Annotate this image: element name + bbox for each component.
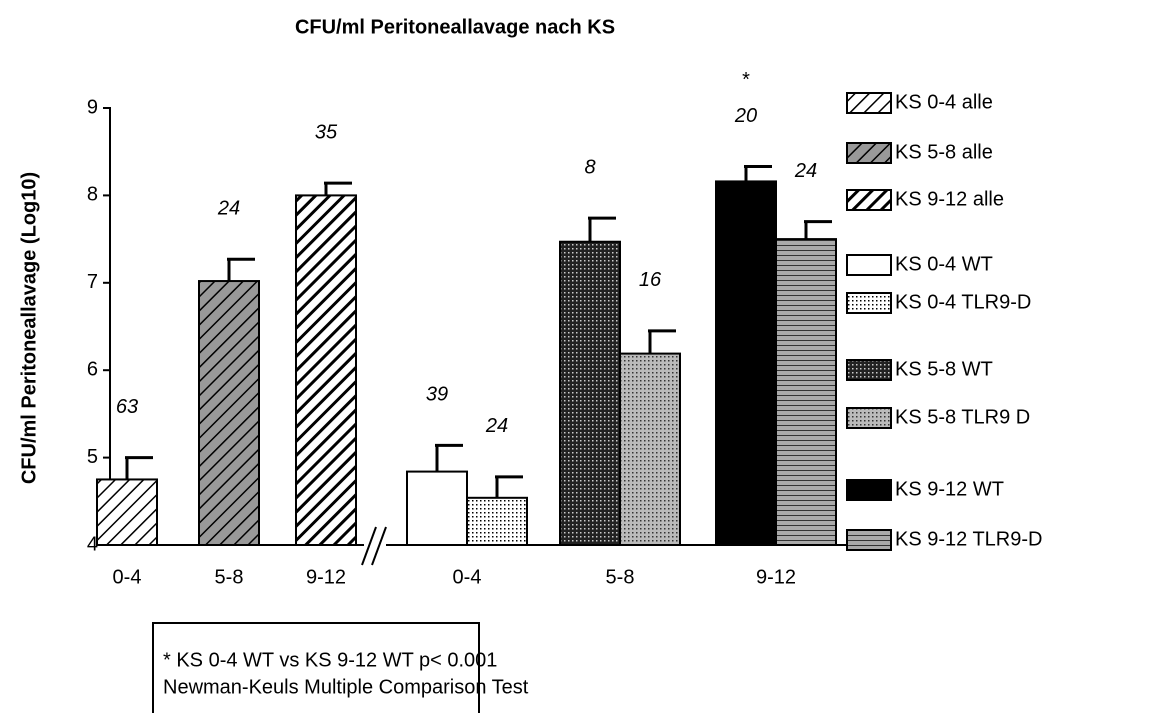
legend-swatch [846,407,892,429]
count-label: 39 [426,384,448,406]
count-label: 24 [217,197,240,219]
bar [466,496,528,546]
y-tick-label: 7 [87,271,98,293]
count-label: 20 [734,105,757,127]
y-tick-label: 5 [87,446,98,468]
y-tick-label: 9 [87,96,98,118]
legend-label: KS 9-12 alle [895,188,1004,210]
bar [406,470,468,547]
bar [715,180,777,547]
count-label: 35 [315,121,338,143]
bar [559,240,621,547]
legend-swatch [846,92,892,114]
y-tick-label: 6 [87,358,98,380]
legend-label: KS 5-8 TLR9 D [895,406,1030,428]
bar [295,194,357,546]
note-line: * KS 0-4 WT vs KS 9-12 WT p< 0.001 [163,649,497,671]
legend-swatch [846,254,892,276]
y-axis-title: CFU/ml Peritoneallavage (Log10) [18,172,40,484]
legend-label: KS 0-4 WT [895,253,993,275]
axis-break [371,526,387,566]
note-box [152,622,480,713]
bar [775,238,837,546]
significance-marker: * [742,69,750,91]
x-tick-label: 9-12 [306,566,346,588]
legend-label: KS 0-4 alle [895,91,993,113]
x-tick-label: 0-4 [113,566,142,588]
legend-label: KS 0-4 TLR9-D [895,291,1031,313]
legend-label: KS 9-12 TLR9-D [895,528,1042,550]
y-tick-label: 8 [87,184,98,206]
legend-swatch [846,142,892,164]
bar [96,478,158,547]
count-label: 63 [116,396,138,418]
legend-label: KS 5-8 WT [895,358,993,380]
legend-swatch [846,359,892,381]
legend-swatch [846,529,892,551]
legend-swatch [846,189,892,211]
x-tick-label: 5-8 [606,566,635,588]
x-tick-label: 9-12 [756,566,796,588]
x-tick-label: 5-8 [215,566,244,588]
chart-title: CFU/ml Peritoneallavage nach KS [295,16,615,38]
count-label: 8 [584,156,595,178]
bar [198,280,260,546]
legend-label: KS 9-12 WT [895,478,1004,500]
x-tick-label: 0-4 [453,566,482,588]
legend-swatch [846,292,892,314]
y-tick-label: 4 [87,533,98,555]
bar [619,352,681,546]
legend-swatch [846,479,892,501]
count-label: 24 [485,415,508,437]
axis-break [361,526,377,566]
legend-label: KS 5-8 alle [895,141,993,163]
note-line: Newman-Keuls Multiple Comparison Test [163,676,529,698]
count-label: 16 [639,269,662,291]
count-label: 24 [794,160,817,182]
